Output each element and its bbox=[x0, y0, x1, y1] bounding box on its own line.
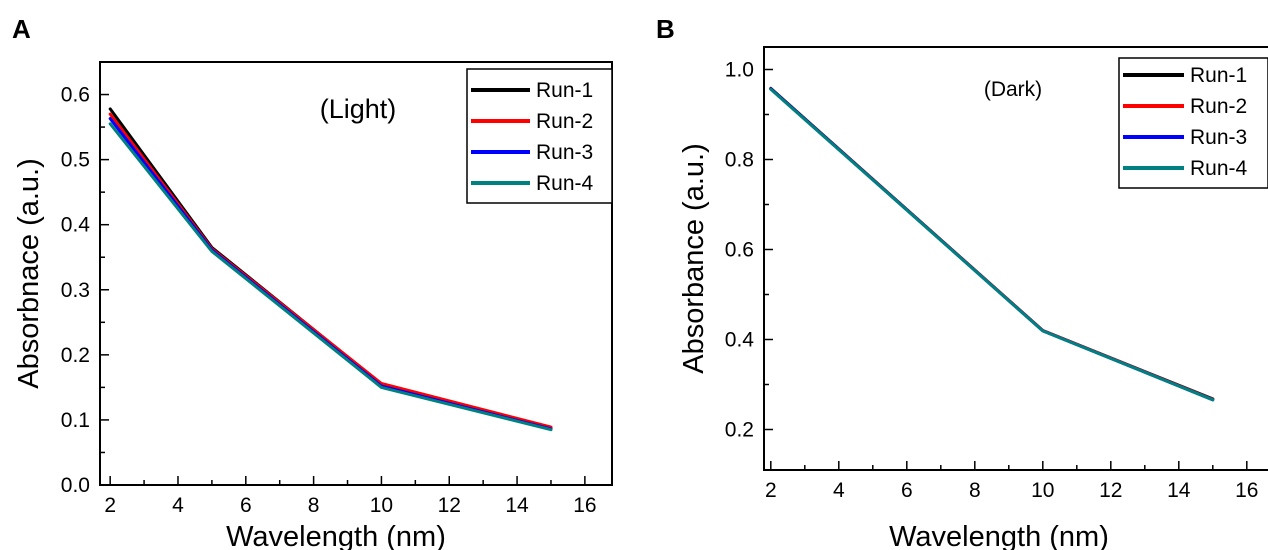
x-tick-label: 16 bbox=[573, 494, 596, 517]
x-tick-label: 4 bbox=[833, 479, 845, 502]
x-tick-label: 14 bbox=[505, 494, 529, 517]
y-tick-label: 0.6 bbox=[725, 239, 754, 262]
x-tick-label: 4 bbox=[172, 494, 184, 517]
y-tick-label: 0.5 bbox=[61, 149, 90, 172]
series-line-run-2 bbox=[108, 112, 553, 429]
series-line-run-4 bbox=[769, 87, 1215, 402]
x-tick-label: 2 bbox=[765, 479, 777, 502]
y-tick-label: 0.6 bbox=[61, 84, 90, 107]
x-tick-label: 10 bbox=[1031, 479, 1054, 502]
y-axis-title: Absorbance (a.u.) bbox=[678, 143, 710, 374]
y-tick-label: 0.4 bbox=[725, 329, 755, 352]
x-axis-title: Wavelength (nm) bbox=[226, 521, 446, 550]
panel-a: A 0.0 0.1 0.2 0.3 0.4 0.5 0.6 2 4 6 8 10 12 14 16 Wavele… bbox=[12, 14, 613, 550]
x-tick-label: 2 bbox=[104, 494, 116, 517]
x-tick-label: 8 bbox=[969, 479, 981, 502]
legend-label: Run-1 bbox=[1190, 64, 1247, 87]
legend-label: Run-2 bbox=[536, 110, 593, 133]
legend-label: Run-1 bbox=[536, 79, 593, 102]
y-tick-label: 0.3 bbox=[61, 279, 90, 302]
x-tick-label: 12 bbox=[1099, 479, 1122, 502]
x-axis-title: Wavelength (nm) bbox=[889, 521, 1109, 550]
x-tick-label: 14 bbox=[1167, 479, 1191, 502]
plot-frame bbox=[99, 61, 613, 486]
legend-label: Run-4 bbox=[536, 172, 594, 195]
condition-annotation: (Light) bbox=[320, 94, 397, 124]
y-tick-label: 1.0 bbox=[725, 59, 754, 82]
condition-annotation: (Dark) bbox=[984, 78, 1042, 101]
y-axis-title: Absorbnace (a.u.) bbox=[13, 158, 45, 389]
plot-frame bbox=[763, 46, 1268, 471]
x-tick-label: 12 bbox=[438, 494, 461, 517]
legend-label: Run-2 bbox=[1190, 95, 1247, 118]
x-tick-label: 6 bbox=[240, 494, 252, 517]
y-tick-label: 0.1 bbox=[61, 409, 90, 432]
y-tick-label: 0.8 bbox=[725, 149, 754, 172]
legend-label: Run-4 bbox=[1190, 157, 1248, 180]
y-tick-label: 0.2 bbox=[61, 344, 90, 367]
series-line-run-4 bbox=[108, 122, 553, 432]
panel-label: B bbox=[656, 14, 675, 44]
x-tick-label: 16 bbox=[1235, 479, 1258, 502]
x-tick-label: 10 bbox=[370, 494, 393, 517]
y-tick-label: 0.2 bbox=[725, 419, 754, 442]
y-tick-label: 0.0 bbox=[61, 474, 90, 497]
legend-label: Run-3 bbox=[1190, 126, 1247, 149]
x-tick-label: 6 bbox=[901, 479, 913, 502]
y-tick-label: 0.4 bbox=[61, 214, 91, 237]
legend-label: Run-3 bbox=[536, 141, 593, 164]
panel-label: A bbox=[12, 14, 31, 44]
x-tick-label: 8 bbox=[308, 494, 320, 517]
panel-b: B 0.2 0.4 0.6 0.8 1.0 2 4 6 8 10 12 14 16 Wavelength (… bbox=[656, 14, 1268, 550]
